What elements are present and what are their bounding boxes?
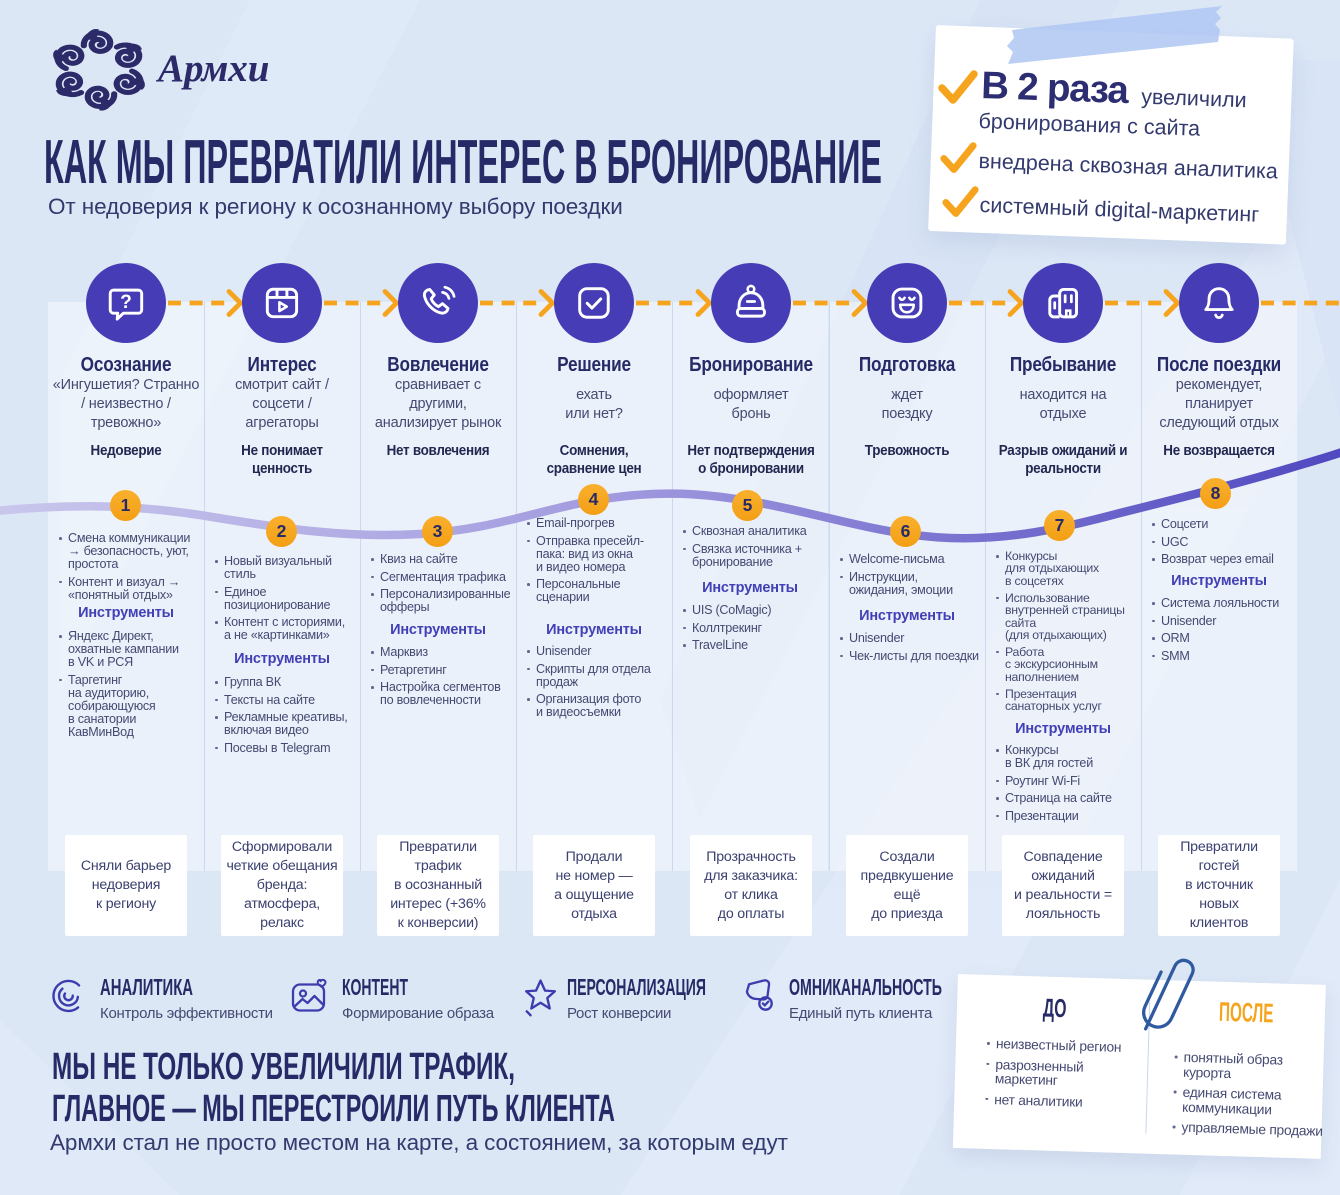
svg-text:?: ? (120, 292, 132, 313)
